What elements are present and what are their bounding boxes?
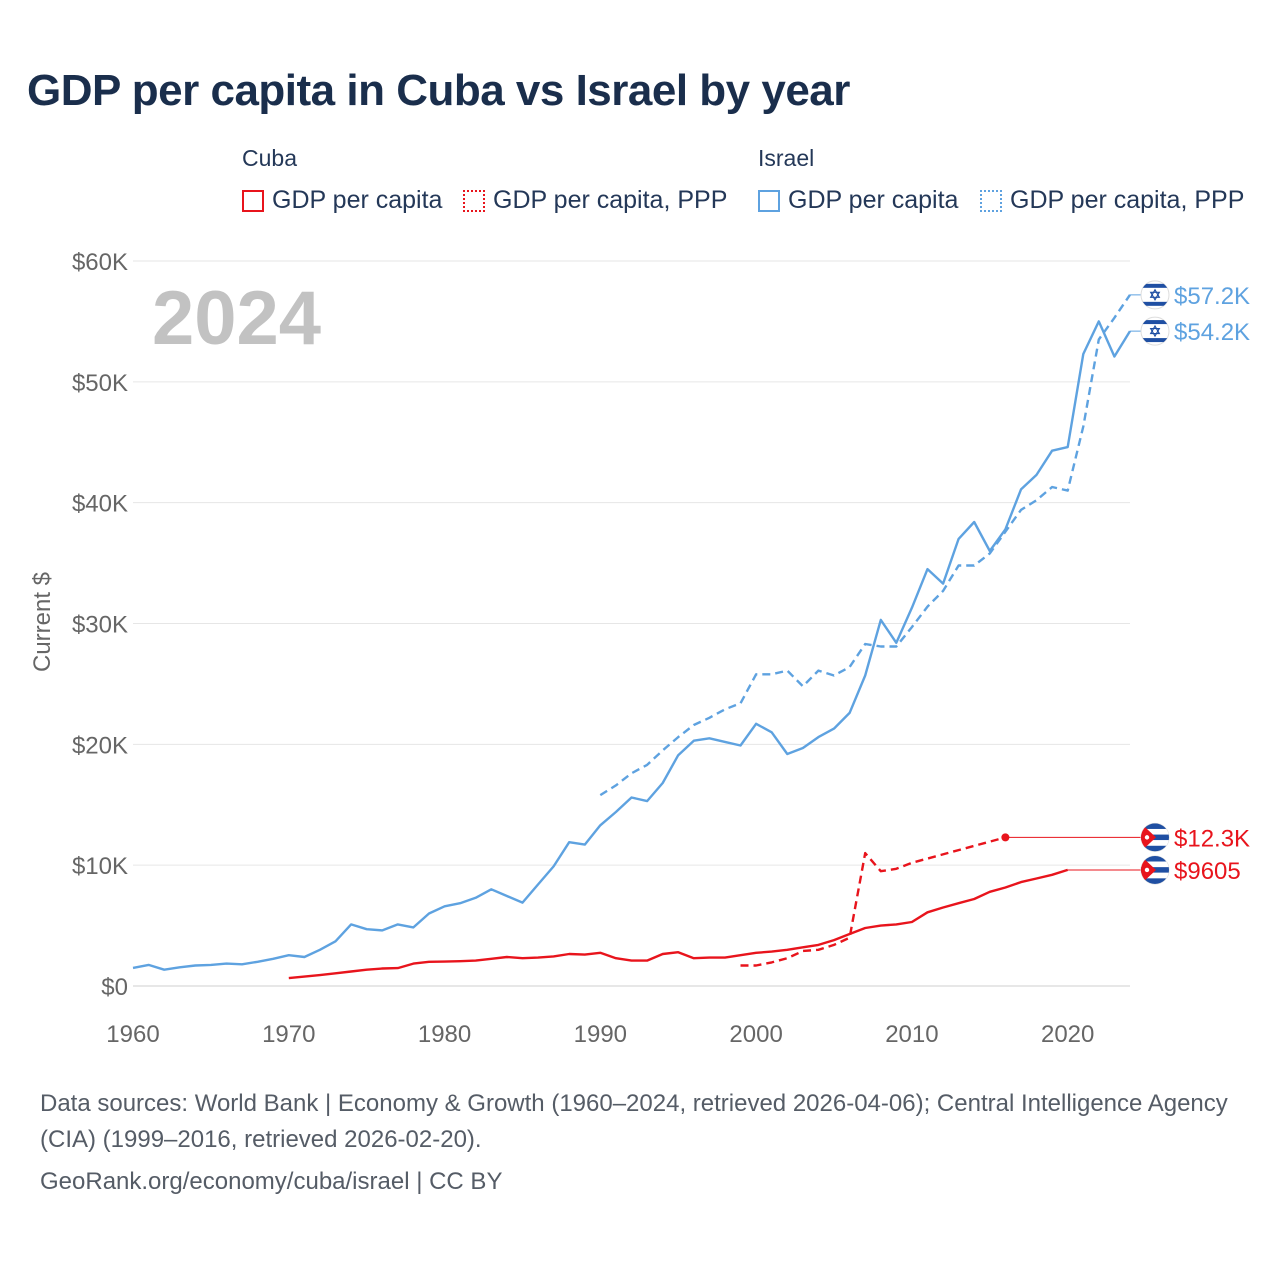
y-tick-label: $50K bbox=[72, 370, 128, 397]
y-tick-label: $20K bbox=[72, 732, 128, 759]
credit-link[interactable]: GeoRank.org/economy/cuba/israel | CC BY bbox=[40, 1168, 503, 1195]
series-line-israel-gdp-per-capita-ppp[interactable] bbox=[599, 294, 1131, 797]
legend-item-israel-gdp[interactable]: GDP per capita bbox=[758, 186, 958, 215]
series-line-cuba-gdp-per-capita[interactable] bbox=[288, 868, 1069, 980]
legend-item-israel-ppp[interactable]: GDP per capita, PPP bbox=[980, 186, 1244, 215]
end-value-label: $12.3K bbox=[1174, 825, 1250, 852]
legend-label-cuba-gdp: GDP per capita bbox=[272, 186, 443, 214]
y-tick-label: $40K bbox=[72, 491, 128, 518]
x-tick-label: 2000 bbox=[729, 1021, 782, 1048]
x-tick-label: 1990 bbox=[574, 1021, 627, 1048]
grid-lines bbox=[133, 260, 1130, 987]
series-line-israel-gdp-per-capita[interactable] bbox=[132, 320, 1132, 971]
year-watermark: 2024 bbox=[152, 276, 321, 361]
cuba-flag-icon bbox=[1140, 855, 1170, 885]
x-tick-label: 1980 bbox=[418, 1021, 471, 1048]
legend-group-cuba: Cuba bbox=[242, 145, 297, 171]
y-tick-label: $10K bbox=[72, 853, 128, 880]
legend-label-cuba-ppp: GDP per capita, PPP bbox=[493, 186, 728, 214]
data-sources: Data sources: World Bank | Economy & Gro… bbox=[40, 1090, 1228, 1153]
legend-swatch-cuba-ppp bbox=[463, 189, 485, 212]
end-labels: $54.2K $57.2K $9605 $12.3K bbox=[1001, 280, 1250, 885]
legend-swatch-cuba-gdp bbox=[242, 189, 264, 212]
cuba-flag-icon bbox=[1140, 822, 1170, 852]
x-axis-ticks: 1960 1970 1980 1990 2000 2010 2020 bbox=[106, 1021, 1094, 1048]
end-value-label: $57.2K bbox=[1174, 283, 1250, 310]
legend-item-cuba-ppp[interactable]: GDP per capita, PPP bbox=[463, 186, 727, 215]
legend-label-israel-ppp: GDP per capita, PPP bbox=[1010, 186, 1245, 214]
end-value-label: $54.2K bbox=[1174, 319, 1250, 346]
legend-swatch-israel-gdp bbox=[758, 189, 780, 212]
y-axis-ticks: $0 $10K $20K $30K $40K $50K $60K bbox=[72, 249, 128, 1001]
x-tick-label: 2020 bbox=[1041, 1021, 1094, 1048]
y-tick-label: $0 bbox=[101, 974, 128, 1001]
x-tick-label: 1960 bbox=[106, 1021, 159, 1048]
x-tick-label: 2010 bbox=[885, 1021, 938, 1048]
israel-flag-icon bbox=[1140, 316, 1170, 346]
legend-item-cuba-gdp[interactable]: GDP per capita bbox=[242, 186, 442, 215]
y-axis-label: Current $ bbox=[29, 572, 56, 672]
page-title: GDP per capita in Cuba vs Israel by year bbox=[27, 66, 850, 115]
series-lines bbox=[132, 294, 1132, 980]
x-tick-label: 1970 bbox=[262, 1021, 315, 1048]
chart-area: $0$10K$20K$30K$40K$50K$60K 1960 1970 1980 1… bbox=[29, 249, 1250, 1048]
israel-flag-icon bbox=[1140, 280, 1170, 310]
legend-swatch-israel-ppp bbox=[980, 189, 1002, 212]
series-line-cuba-gdp-per-capita-ppp[interactable] bbox=[740, 836, 1006, 967]
y-tick-label: $30K bbox=[72, 612, 128, 639]
legend-label-israel-gdp: GDP per capita bbox=[788, 186, 959, 214]
legend-group-israel: Israel bbox=[758, 145, 815, 171]
y-tick-label: $60K bbox=[72, 249, 128, 276]
end-value-label: $9605 bbox=[1174, 858, 1241, 885]
